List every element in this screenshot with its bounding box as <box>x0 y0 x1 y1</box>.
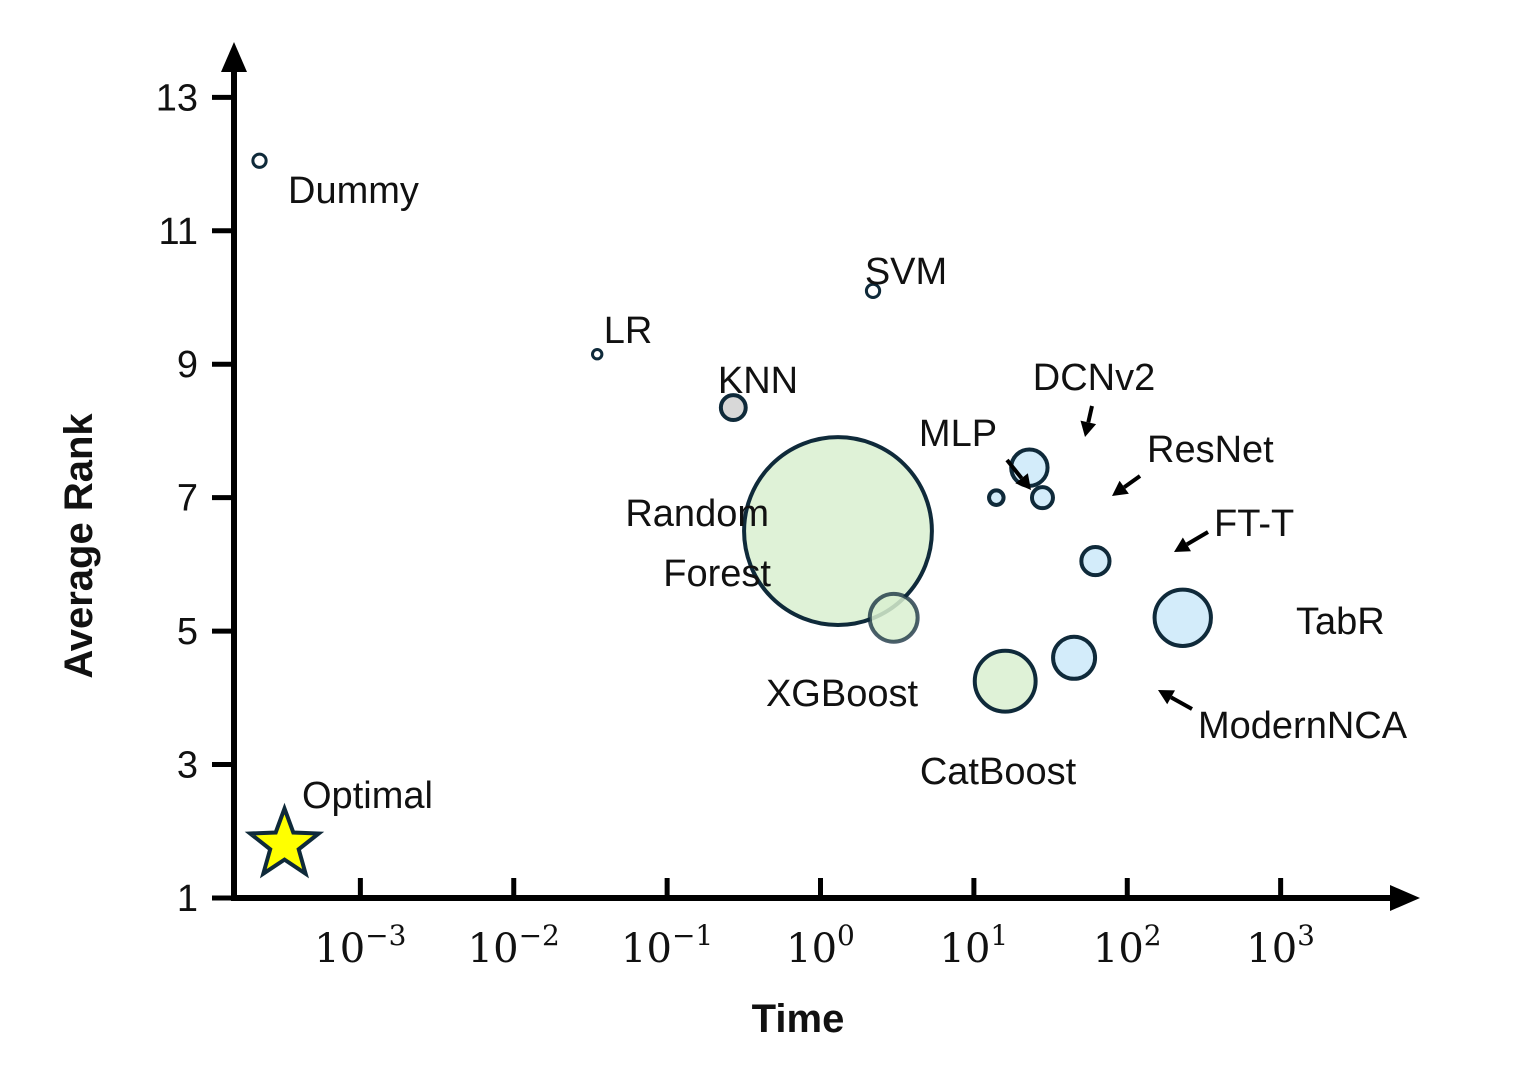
x-tick-label: 10−1 <box>621 919 713 972</box>
y-axis-title: Average Rank <box>57 413 101 679</box>
bubble-svm <box>864 282 882 299</box>
bubble-modernnca <box>1051 634 1098 681</box>
label-random-forest-line1: Random <box>625 493 769 535</box>
arrow-dcnv2-shaft <box>1086 405 1094 423</box>
y-tick-label: 3 <box>177 745 198 787</box>
arrow-modernnca-shaft <box>1170 695 1193 711</box>
label-dummy: Dummy <box>288 170 419 212</box>
bubble-random-forest <box>742 435 934 627</box>
y-axis-arrow <box>221 42 247 72</box>
bubble-xgboost <box>867 591 920 644</box>
x-axis-arrow <box>1390 885 1420 911</box>
label-mlp: MLP <box>919 413 997 455</box>
bubble-dummy <box>251 152 268 169</box>
x-tick-label: 103 <box>1246 919 1315 972</box>
bubble-catboost <box>972 648 1038 714</box>
label-lr: LR <box>604 310 653 352</box>
bubble-resnet <box>1029 485 1055 511</box>
label-catboost: CatBoost <box>920 751 1077 793</box>
arrow-mlp-head <box>1015 473 1031 490</box>
label-tabr: TabR <box>1296 601 1385 643</box>
arrow-ft-t-shaft <box>1185 530 1210 547</box>
arrow-resnet-head <box>1112 480 1129 496</box>
label-arrows <box>1005 405 1210 711</box>
x-tick-label: 102 <box>1093 919 1162 972</box>
bubble-tabr <box>1152 587 1213 648</box>
bubbles <box>244 152 1213 879</box>
label-modernnca: ModernNCA <box>1198 705 1408 747</box>
label-dcnv2: DCNv2 <box>1033 357 1155 399</box>
bubble-lr <box>591 348 604 361</box>
arrow-ft-t-head <box>1174 537 1191 552</box>
x-tick-label: 100 <box>786 919 855 972</box>
bubble-knn <box>718 393 748 423</box>
x-tick-label: 101 <box>940 919 1009 972</box>
bubble-dcnv2 <box>1009 447 1050 488</box>
label-resnet: ResNet <box>1147 429 1274 471</box>
x-tick-label: 10−3 <box>314 919 406 972</box>
y-tick-label: 11 <box>159 211 198 253</box>
optimal-star <box>244 802 325 879</box>
y-tick-label: 1 <box>177 878 198 920</box>
label-optimal: Optimal <box>302 775 433 817</box>
label-random-forest-line2: Forest <box>663 553 771 595</box>
y-tick-label: 5 <box>177 611 198 653</box>
x-axis-title: Time <box>752 997 845 1041</box>
y-tick-label: 13 <box>156 77 198 119</box>
y-tick-label: 9 <box>177 344 198 386</box>
arrow-dcnv2-head <box>1080 420 1097 437</box>
label-svm: SVM <box>865 251 947 293</box>
arrow-resnet-shaft <box>1123 474 1142 489</box>
point-labels: Dummy LR SVM KNN Random Forest XGBoostCatBoost… <box>288 170 1408 817</box>
y-tick-label: 7 <box>177 478 198 520</box>
arrow-mlp-shaft <box>1005 458 1024 480</box>
bubble-mlp <box>987 488 1006 507</box>
label-knn: KNN <box>718 360 798 402</box>
x-tick-label: 10−2 <box>468 919 560 972</box>
label-ft-t: FT-T <box>1214 503 1294 545</box>
bubble-ft-t <box>1079 544 1112 578</box>
label-xgboost: XGBoost <box>766 673 919 715</box>
axes <box>221 42 1420 911</box>
arrow-modernnca-head <box>1158 690 1175 705</box>
